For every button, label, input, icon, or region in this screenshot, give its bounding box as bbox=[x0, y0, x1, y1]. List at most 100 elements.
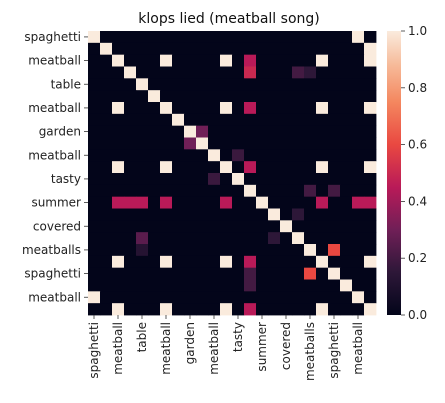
heatmap-cell bbox=[328, 113, 341, 127]
heatmap-cell bbox=[124, 196, 137, 209]
heatmap-cell bbox=[148, 303, 161, 316]
heatmap-cell bbox=[352, 220, 365, 233]
heatmap-cell bbox=[256, 208, 269, 221]
heatmap-cell bbox=[328, 137, 341, 150]
heatmap-cell bbox=[112, 267, 125, 280]
heatmap-cell bbox=[280, 196, 293, 209]
heatmap-cell bbox=[88, 125, 101, 138]
heatmap-cell bbox=[88, 66, 101, 79]
heatmap-cell bbox=[136, 303, 149, 316]
heatmap-cell bbox=[148, 173, 161, 186]
heatmap-cell bbox=[280, 244, 293, 257]
heatmap-cell bbox=[136, 220, 149, 233]
heatmap-cell bbox=[160, 196, 173, 209]
heatmap-cell bbox=[136, 255, 149, 269]
heatmap-cell bbox=[160, 267, 173, 280]
heatmap-cell bbox=[112, 196, 125, 209]
heatmap-cell bbox=[88, 42, 101, 56]
heatmap-cell bbox=[88, 232, 101, 245]
heatmap-cell bbox=[328, 173, 341, 186]
heatmap-cell bbox=[328, 125, 341, 138]
col-tick-label: meatball bbox=[351, 322, 365, 375]
heatmap-cell bbox=[364, 102, 377, 115]
heatmap-cell bbox=[280, 255, 293, 269]
heatmap-cell bbox=[256, 173, 269, 186]
heatmap-cell bbox=[172, 255, 185, 269]
heatmap-cell bbox=[304, 54, 317, 67]
heatmap-cell bbox=[136, 31, 149, 44]
heatmap-cell bbox=[364, 279, 377, 292]
heatmap-cell bbox=[100, 279, 113, 292]
row-tick-label: meatball bbox=[28, 290, 81, 304]
heatmap-cell bbox=[100, 267, 113, 280]
heatmap-cell bbox=[256, 42, 269, 56]
heatmap-cell bbox=[160, 54, 173, 67]
heatmap-cell bbox=[196, 232, 209, 245]
heatmap-cell bbox=[112, 303, 125, 316]
heatmap-cell bbox=[172, 102, 185, 115]
heatmap-cell bbox=[100, 78, 113, 91]
heatmap-cell bbox=[268, 66, 281, 79]
heatmap-cell bbox=[100, 173, 113, 186]
heatmap-cell bbox=[232, 267, 245, 280]
heatmap-cell bbox=[280, 113, 293, 127]
heatmap-cell bbox=[160, 279, 173, 292]
heatmap-cell bbox=[88, 31, 101, 44]
heatmap-cell bbox=[196, 66, 209, 79]
heatmap-cell bbox=[124, 90, 137, 103]
heatmap-cell bbox=[304, 303, 317, 316]
heatmap-cell bbox=[208, 78, 221, 91]
heatmap-cell bbox=[172, 125, 185, 138]
heatmap-cell bbox=[196, 125, 209, 138]
heatmap-cell bbox=[316, 267, 329, 280]
heatmap-cell bbox=[160, 113, 173, 127]
heatmap-cell bbox=[172, 291, 185, 304]
heatmap-cell bbox=[304, 291, 317, 304]
heatmap-cell bbox=[292, 42, 305, 56]
heatmap-cell bbox=[232, 42, 245, 56]
heatmap-cell bbox=[232, 303, 245, 316]
heatmap-cell bbox=[160, 125, 173, 138]
heatmap-cell bbox=[328, 279, 341, 292]
heatmap-cell bbox=[148, 208, 161, 221]
heatmap-cell bbox=[184, 125, 197, 138]
heatmap-cell bbox=[184, 184, 197, 198]
row-tick-label: spaghetti bbox=[24, 30, 81, 44]
heatmap-cell bbox=[352, 267, 365, 280]
heatmap-cell bbox=[328, 102, 341, 115]
heatmap-cell bbox=[124, 255, 137, 269]
heatmap-cell bbox=[292, 125, 305, 138]
heatmap-cell bbox=[292, 173, 305, 186]
heatmap-cell bbox=[304, 161, 317, 174]
heatmap-cell bbox=[364, 291, 377, 304]
heatmap-cell bbox=[208, 173, 221, 186]
heatmap-cell bbox=[316, 31, 329, 44]
heatmap-cell bbox=[352, 113, 365, 127]
heatmap-cell bbox=[208, 54, 221, 67]
heatmap-cell bbox=[316, 303, 329, 316]
heatmap-cell bbox=[184, 291, 197, 304]
heatmap-cell bbox=[280, 137, 293, 150]
heatmap-cell bbox=[184, 66, 197, 79]
heatmap-cell bbox=[148, 149, 161, 162]
heatmap-cell bbox=[148, 184, 161, 198]
heatmap-cell bbox=[340, 149, 353, 162]
heatmap-cell bbox=[136, 232, 149, 245]
heatmap-cell bbox=[268, 113, 281, 127]
heatmap-cell bbox=[124, 208, 137, 221]
heatmap-cell bbox=[184, 149, 197, 162]
heatmap-cell bbox=[244, 232, 257, 245]
heatmap-cell bbox=[280, 161, 293, 174]
heatmap-cell bbox=[304, 267, 317, 280]
heatmap-cell bbox=[328, 267, 341, 280]
heatmap-cell bbox=[304, 173, 317, 186]
heatmap-cell bbox=[352, 244, 365, 257]
heatmap-cell bbox=[196, 255, 209, 269]
heatmap-cell bbox=[352, 196, 365, 209]
heatmap-cell bbox=[328, 184, 341, 198]
heatmap-cell bbox=[328, 303, 341, 316]
heatmap-cell bbox=[196, 267, 209, 280]
heatmap-cell bbox=[220, 267, 233, 280]
heatmap-cell bbox=[256, 113, 269, 127]
col-tick-label: meatballs bbox=[303, 322, 317, 381]
